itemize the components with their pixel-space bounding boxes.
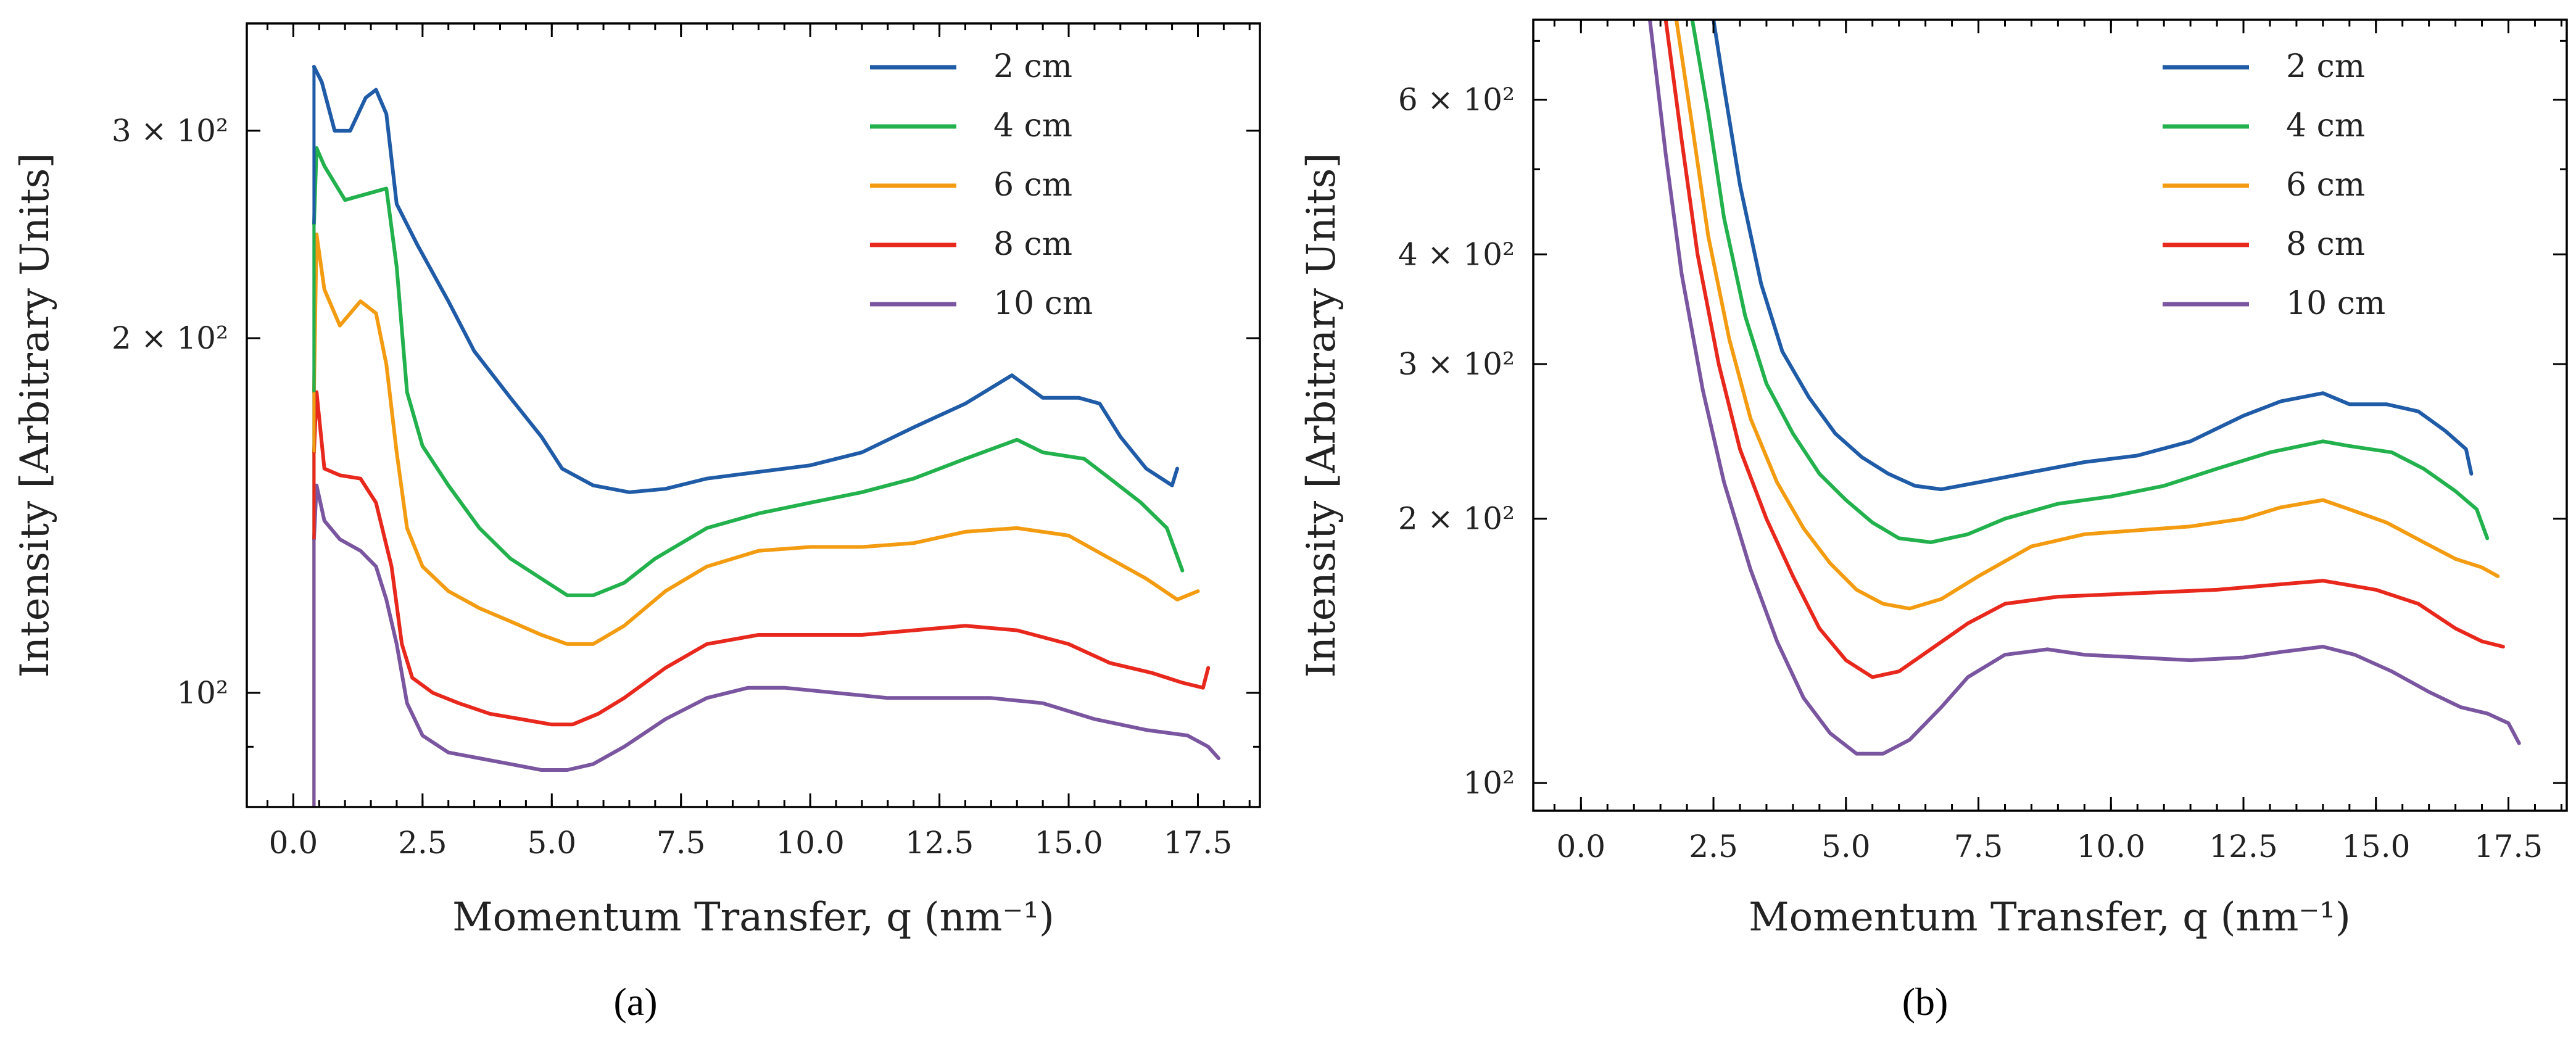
series-line-2-cm [312,65,1179,494]
x-tick-label: 17.5 [2474,829,2543,864]
x-tick-label: 2.5 [1689,829,1738,864]
chart-panel-b: 0.0 2.5 5.0 7.5 10.0 12.5 15.0 17.5 10² 2 × 10² 3 … [1299,19,2568,1024]
legend-label-6-cm: 6 cm [993,167,1072,204]
legend-label-8-cm: 8 cm [2286,226,2365,263]
series-line-6-cm [312,232,1200,646]
series-line-10-cm [1648,20,2521,756]
plot-a-xlabel: Momentum Transfer, q (nm⁻¹) [452,895,1054,940]
x-tick-label: 12.5 [905,825,974,861]
plot-b-frame [1532,19,2568,812]
x-tick-label: 12.5 [2209,829,2277,864]
series-line-10-cm [312,483,1220,772]
y-tick-label: 6 × 10² [1398,82,1515,118]
legend-label-8-cm: 8 cm [993,226,1072,263]
plot-a-ticks: 0.0 2.5 5.0 7.5 10.0 12.5 15.0 17.5 10² 2 × 10² 3 … [112,23,1260,861]
x-tick-label: 2.5 [398,825,447,861]
plot-a-legend: 2 cm 4 cm 6 cm 8 cm 10 cm [870,48,1093,322]
y-tick-label: 2 × 10² [1398,501,1515,537]
x-tick-label: 17.5 [1164,825,1232,861]
x-tick-label: 15.0 [1034,825,1103,861]
plot-b-ylabel: Intensity [Arbitrary Units] [1299,153,1344,678]
plot-a-series-group [312,65,1220,807]
legend-label-4-cm: 4 cm [993,107,1072,144]
plot-b-xlabel: Momentum Transfer, q (nm⁻¹) [1749,895,2351,940]
x-tick-label: 10.0 [776,825,844,861]
series-line-4-cm [1690,20,2490,544]
plot-a-ylabel: Intensity [Arbitrary Units] [12,153,58,678]
plot-b-ticks: 0.0 2.5 5.0 7.5 10.0 12.5 15.0 17.5 10² 2 × 10² 3 … [1398,20,2567,864]
y-tick-label: 3 × 10² [1398,346,1515,382]
y-tick-label: 2 × 10² [112,320,228,356]
series-line-4-cm [312,146,1185,597]
chart-panel-a: 0.0 2.5 5.0 7.5 10.0 12.5 15.0 17.5 10² 2 × 10² 3 … [12,22,1261,1024]
legend-label-2-cm: 2 cm [993,48,1072,85]
y-tick-label: 4 × 10² [1398,236,1515,272]
series-line-2-cm [1712,20,2474,492]
x-tick-label: 0.0 [269,825,318,861]
series-line-6-cm [1674,20,2500,611]
legend-label-2-cm: 2 cm [2286,48,2365,85]
plot-b-legend: 2 cm 4 cm 6 cm 8 cm 10 cm [2163,48,2385,322]
series-line-8-cm [312,390,1211,727]
y-tick-label: 10² [1463,765,1515,801]
plot-b-series-group [1648,20,2521,756]
series-line-8-cm [1663,20,2505,679]
legend-label-10-cm: 10 cm [2286,285,2385,322]
x-tick-label: 15.0 [2342,829,2410,864]
x-tick-label: 5.0 [528,825,577,861]
panel-b-caption: (b) [1902,980,1949,1024]
x-tick-label: 7.5 [656,825,706,861]
legend-label-4-cm: 4 cm [2286,107,2365,144]
y-tick-label: 10² [176,675,228,711]
legend-label-6-cm: 6 cm [2286,167,2365,204]
x-tick-label: 0.0 [1557,829,1606,864]
x-tick-label: 7.5 [1954,829,2003,864]
x-tick-label: 10.0 [2077,829,2145,864]
panel-a-caption: (a) [613,980,657,1024]
y-tick-label: 3 × 10² [112,113,228,149]
x-tick-label: 5.0 [1821,829,1871,864]
plot-a-frame [246,22,1261,808]
legend-label-10-cm: 10 cm [993,285,1093,322]
